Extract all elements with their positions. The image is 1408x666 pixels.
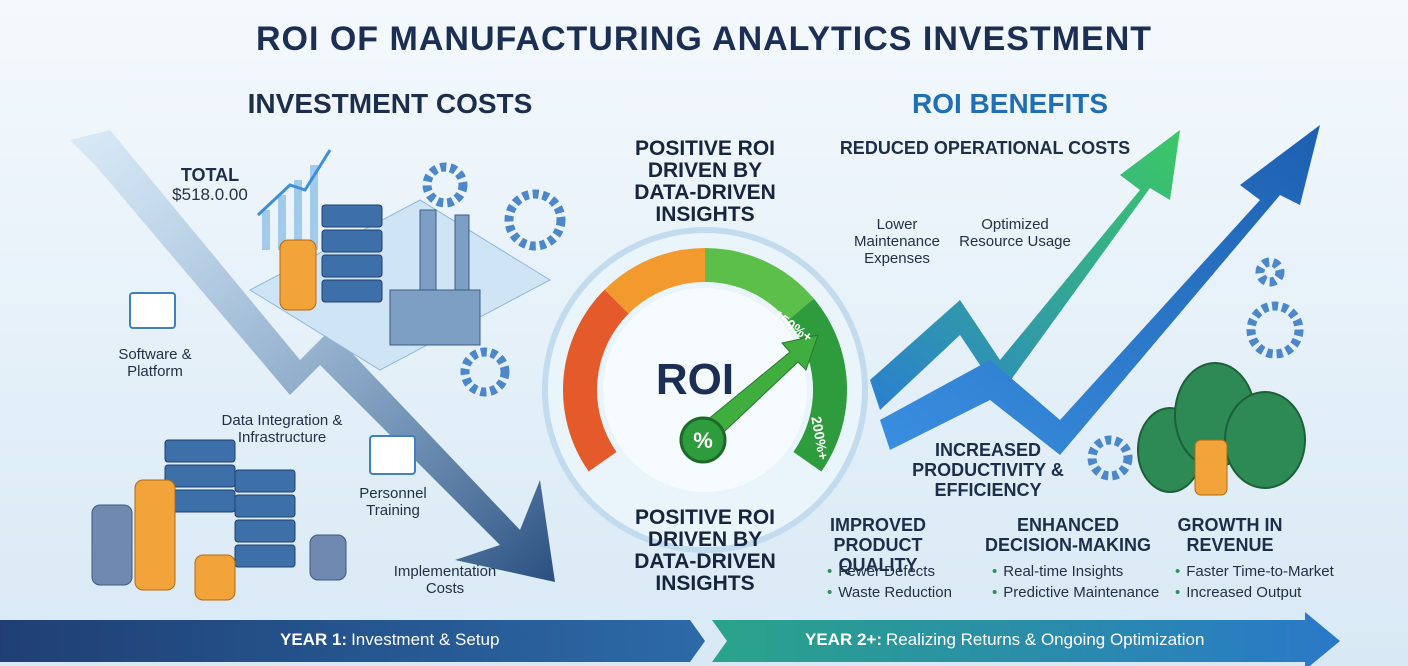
benefit-heading: REDUCED OPERATIONAL COSTS: [839, 138, 1131, 158]
total-label: TOTAL: [180, 165, 240, 185]
cost-item: Implementation Costs: [393, 563, 497, 597]
total-value: $518.0.00: [172, 185, 248, 204]
benefit-item: Optimized Resource Usage: [959, 216, 1071, 250]
group-item: Fewer Defects: [827, 561, 952, 582]
gauge-label: ROI: [655, 355, 735, 404]
costs-heading: INVESTMENT COSTS: [247, 88, 533, 119]
title: ROI OF MANUFACTURING ANALYTICS INVESTMEN…: [255, 20, 1153, 58]
center-text: POSITIVE ROI DRIVEN BY DATA-DRIVEN INSIG…: [634, 137, 776, 226]
timeline-label: YEAR 2+:: [805, 630, 882, 649]
center-text: POSITIVE ROI DRIVEN BY DATA-DRIVEN INSIG…: [634, 506, 776, 595]
group-title: ENHANCED DECISION-MAKING: [985, 515, 1151, 555]
cost-item: Data Integration & Infrastructure: [221, 412, 343, 446]
benefit-item: Lower Maintenance Expenses: [854, 216, 940, 267]
group-item: Waste Reduction: [827, 582, 952, 603]
timeline-text: Investment & Setup: [351, 630, 500, 649]
benefits-heading: ROI BENEFITS: [911, 88, 1108, 119]
group-item: Predictive Maintenance: [992, 582, 1159, 603]
group-list: Fewer Defects Waste Reduction: [827, 561, 952, 603]
timeline-label: YEAR 1:: [280, 630, 348, 649]
timeline-step: YEAR 1: Investment & Setup: [280, 630, 499, 650]
group-title: GROWTH IN REVENUE: [1177, 515, 1283, 555]
group-item: Real-time Insights: [992, 561, 1159, 582]
group-item: Increased Output: [1175, 582, 1334, 603]
group-list: Real-time Insights Predictive Maintenanc…: [992, 561, 1159, 603]
cost-item: Software & Platform: [118, 346, 192, 380]
group-item: Faster Time-to-Market: [1175, 561, 1334, 582]
group-list: Faster Time-to-Market Increased Output: [1175, 561, 1334, 603]
needle-label: %: [693, 428, 713, 453]
cost-item: Personnel Training: [359, 485, 427, 519]
timeline-text: Realizing Returns & Ongoing Optimization: [886, 630, 1205, 649]
timeline-step: YEAR 2+: Realizing Returns & Ongoing Opti…: [805, 630, 1204, 650]
benefit-heading: INCREASED PRODUCTIVITY & EFFICIENCY: [912, 440, 1064, 500]
